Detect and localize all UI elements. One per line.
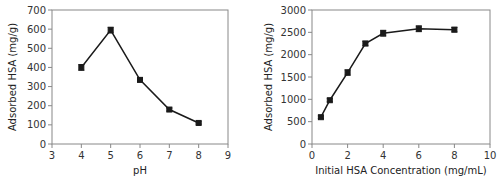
y-axis-label: Adsorbed HSA (mg/g)	[7, 23, 18, 131]
y-tick	[308, 10, 312, 11]
x-tick-label: 6	[416, 150, 422, 161]
x-axis-label: pH	[133, 165, 147, 176]
y-tick	[308, 32, 312, 33]
y-tick-label: 500	[27, 43, 46, 54]
marker	[108, 28, 113, 33]
x-tick-label: 6	[137, 150, 143, 161]
y-tick-label: 300	[27, 81, 46, 92]
y-tick-label: 0	[300, 139, 306, 150]
y-tick-label: 400	[27, 62, 46, 73]
x-tick-label: 3	[49, 150, 55, 161]
x-tick	[418, 144, 419, 148]
y-tick-label: 1000	[281, 94, 306, 105]
marker	[196, 120, 201, 125]
x-tick-label: 5	[107, 150, 113, 161]
error-bar	[166, 108, 172, 111]
error-bar	[327, 99, 333, 102]
x-tick	[312, 144, 313, 148]
marker	[79, 65, 84, 70]
marker	[167, 107, 172, 112]
x-tick-label: 0	[309, 150, 315, 161]
y-tick-label: 3000	[281, 5, 306, 16]
x-tick-label: 8	[451, 150, 457, 161]
error-bar	[362, 41, 368, 45]
panel: 3 4 5 6 7 8 9 0 100 200 300 400 500 600 700 pH Adsorbed …	[7, 5, 232, 177]
x-tick	[169, 144, 170, 148]
y-tick	[48, 67, 52, 68]
data-group	[78, 27, 201, 125]
y-tick	[48, 86, 52, 87]
marker	[327, 98, 332, 103]
x-tick	[490, 144, 491, 148]
y-tick-label: 500	[287, 116, 306, 127]
marker	[318, 115, 323, 120]
y-tick-label: 0	[40, 139, 46, 150]
y-tick	[308, 99, 312, 100]
series-line	[321, 29, 455, 117]
y-tick	[48, 10, 52, 11]
x-tick	[81, 144, 82, 148]
x-tick-label: 10	[484, 150, 497, 161]
x-tick	[383, 144, 384, 148]
x-tick	[198, 144, 199, 148]
x-tick	[347, 144, 348, 148]
x-tick	[110, 144, 111, 148]
error-bar	[416, 26, 422, 32]
y-tick-label: 200	[27, 100, 46, 111]
marker	[381, 31, 386, 36]
y-tick-label: 1500	[281, 72, 306, 83]
y-tick	[48, 124, 52, 125]
series-line	[81, 30, 198, 123]
x-tick-label: 2	[344, 150, 350, 161]
marker	[363, 41, 368, 46]
plot-frame	[52, 10, 228, 144]
error-bar	[78, 65, 84, 71]
x-tick-label: 9	[225, 150, 231, 161]
y-axis-label: Adsorbed HSA (mg/g)	[263, 23, 274, 131]
y-tick-label: 2500	[281, 27, 306, 38]
marker	[345, 70, 350, 75]
x-tick	[140, 144, 141, 148]
y-tick	[48, 144, 52, 145]
plot-frame	[312, 10, 490, 144]
y-tick-label: 600	[27, 24, 46, 35]
data-group	[318, 26, 458, 120]
x-tick-label: 4	[380, 150, 386, 161]
marker	[138, 77, 143, 82]
y-tick	[48, 29, 52, 30]
x-tick-label: 4	[78, 150, 84, 161]
x-tick	[454, 144, 455, 148]
error-bar	[137, 78, 143, 82]
error-bar	[451, 27, 457, 31]
y-tick-label: 2000	[281, 49, 306, 60]
x-tick	[228, 144, 229, 148]
y-tick	[308, 144, 312, 145]
y-tick	[48, 48, 52, 49]
y-tick-label: 700	[27, 5, 46, 16]
x-axis-label: Initial HSA Concentration (mg/mL)	[315, 165, 487, 176]
panel: 0 2 4 6 8 10 0 500 1000 1500 2000 2500 3000 Initial H…	[263, 5, 497, 177]
error-bar	[345, 70, 351, 75]
x-tick-label: 7	[166, 150, 172, 161]
chart: 34567890100200300400500600700pHAdsorbed …	[0, 0, 500, 186]
y-tick	[308, 77, 312, 78]
error-bar	[380, 30, 386, 36]
x-tick-label: 8	[195, 150, 201, 161]
error-bar	[108, 27, 114, 33]
y-tick	[308, 121, 312, 122]
marker	[452, 27, 457, 32]
y-tick	[308, 54, 312, 55]
x-tick	[52, 144, 53, 148]
marker	[416, 26, 421, 31]
y-tick-label: 100	[27, 119, 46, 130]
y-tick	[48, 105, 52, 106]
